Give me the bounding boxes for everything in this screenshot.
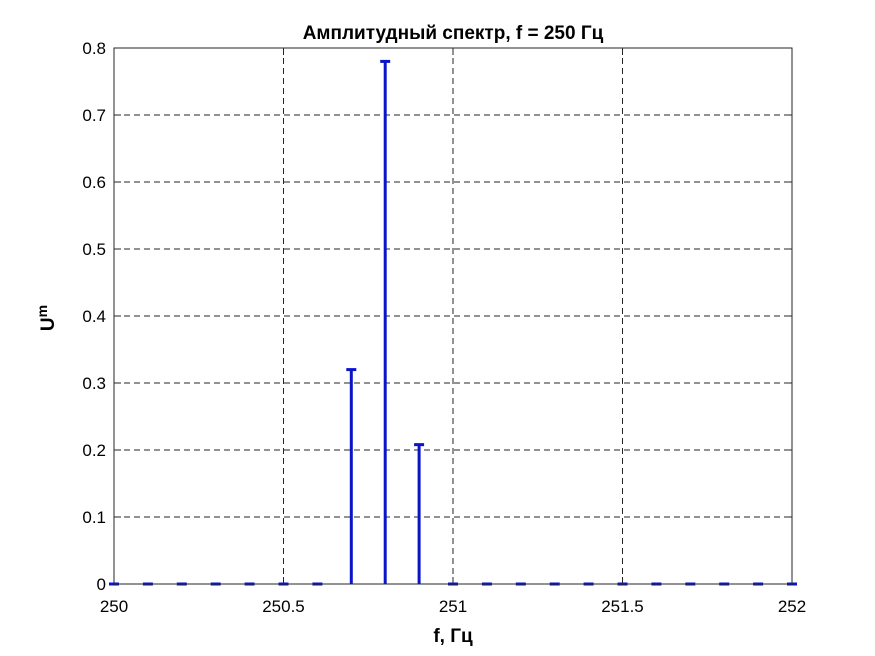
tick-marks bbox=[113, 47, 793, 585]
y-axis-label-subscript: m bbox=[34, 305, 50, 317]
y-tick-label: 0.7 bbox=[82, 106, 106, 125]
x-tick-label: 250 bbox=[100, 597, 128, 616]
y-tick-label: 0.5 bbox=[82, 240, 106, 259]
x-axis-label: f, Гц bbox=[433, 626, 473, 647]
y-tick-label: 0.3 bbox=[82, 374, 106, 393]
x-tick-label: 251 bbox=[439, 597, 467, 616]
y-tick-label: 0 bbox=[97, 575, 106, 594]
y-axis-label-main: U bbox=[38, 317, 59, 331]
y-tick-label: 0.1 bbox=[82, 508, 106, 527]
x-tick-label: 250.5 bbox=[262, 597, 305, 616]
y-tick-label: 0.6 bbox=[82, 173, 106, 192]
y-tick-label: 0.2 bbox=[82, 441, 106, 460]
y-tick-label: 0.8 bbox=[82, 39, 106, 58]
y-axis-label: Um bbox=[34, 305, 59, 331]
chart-title: Амплитудный спектр, f = 250 Гц bbox=[303, 23, 604, 44]
x-tick-label: 251.5 bbox=[601, 597, 644, 616]
x-tick-label: 252 bbox=[778, 597, 806, 616]
tick-labels: 250 250.5 251 251.5 252 0 0.1 0.2 0.3 0.4 0.5 0.6 0.… bbox=[82, 39, 806, 616]
y-tick-label: 0.4 bbox=[82, 307, 106, 326]
